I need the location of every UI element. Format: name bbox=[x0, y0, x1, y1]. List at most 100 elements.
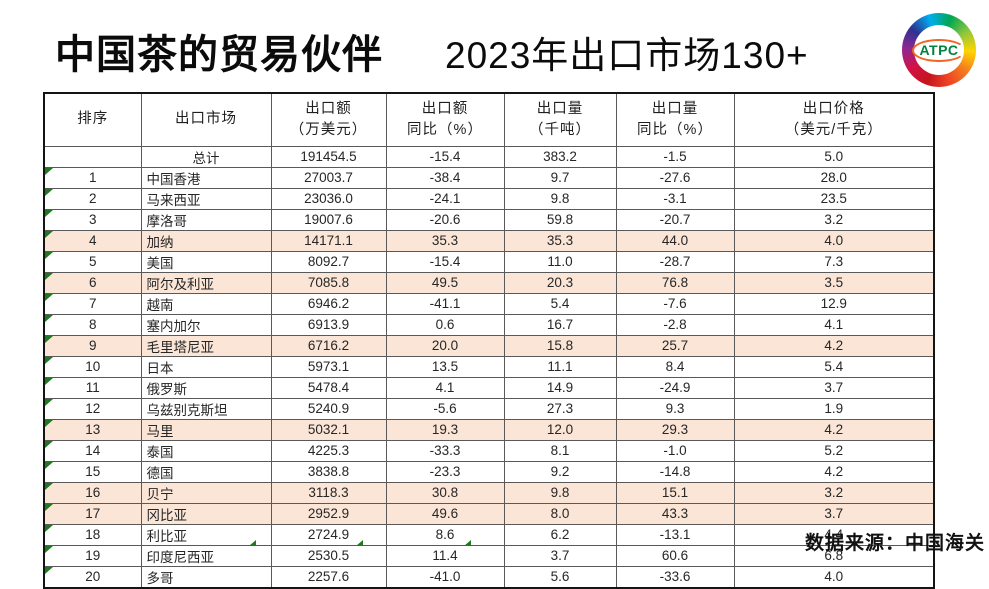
value-cell: 35.3 bbox=[503, 229, 617, 252]
rank-cell: 12 bbox=[43, 397, 142, 420]
rank-cell: 1 bbox=[43, 166, 142, 189]
value-cell: 3838.8 bbox=[270, 460, 387, 483]
value-cell: 13.5 bbox=[385, 355, 505, 378]
total-row: 总计 191454.5 -15.4 383.2 -1.5 5.0 bbox=[43, 145, 935, 168]
value-cell: 5.2 bbox=[733, 439, 935, 462]
value-cell: 4.0 bbox=[733, 565, 935, 588]
market-cell: 乌兹别克斯坦 bbox=[140, 397, 272, 420]
value-cell: 76.8 bbox=[615, 271, 735, 294]
value-cell: 383.2 bbox=[503, 145, 617, 168]
value-cell: 14171.1 bbox=[270, 229, 387, 252]
value-cell: 4.1 bbox=[733, 313, 935, 336]
value-cell: 3118.3 bbox=[270, 481, 387, 504]
col-header-market: 出口市场 bbox=[140, 92, 272, 147]
table-row: 16 贝宁 3118.3 30.8 9.8 15.1 3.2 bbox=[43, 481, 935, 504]
table-row: 14 泰国 4225.3 -33.3 8.1 -1.0 5.2 bbox=[43, 439, 935, 462]
value-cell: 4225.3 bbox=[270, 439, 387, 462]
value-cell: -27.6 bbox=[615, 166, 735, 189]
market-cell: 美国 bbox=[140, 250, 272, 273]
rank-cell: 15 bbox=[43, 460, 142, 483]
table-row: 20 多哥 2257.6 -41.0 5.6 -33.6 4.0 bbox=[43, 565, 935, 588]
rank-cell: 14 bbox=[43, 439, 142, 462]
value-cell: 9.8 bbox=[503, 187, 617, 210]
table-row: 18 利比亚 2724.9 8.6 6.2 -13.1 4.4 bbox=[43, 523, 935, 546]
value-cell: 15.8 bbox=[503, 334, 617, 357]
value-cell: 27003.7 bbox=[270, 166, 387, 189]
value-cell: -38.4 bbox=[385, 166, 505, 189]
rank-cell: 11 bbox=[43, 376, 142, 399]
value-cell: 19007.6 bbox=[270, 208, 387, 231]
rank-cell: 8 bbox=[43, 313, 142, 336]
value-cell: 7.3 bbox=[733, 250, 935, 273]
trade-table: 排序 出口市场 出口额 （万美元） 出口额 同比（%） 出口量 （千吨） 出口量 同比（%） 出口价… bbox=[43, 92, 935, 589]
value-cell: 12.9 bbox=[733, 292, 935, 315]
rank-cell: 5 bbox=[43, 250, 142, 273]
rank-cell: 18 bbox=[43, 523, 142, 546]
data-source-note: 数据来源：中国海关 bbox=[804, 533, 985, 554]
value-cell: -13.1 bbox=[615, 523, 735, 546]
market-cell: 德国 bbox=[140, 460, 272, 483]
rank-cell: 2 bbox=[43, 187, 142, 210]
green-marker-icon bbox=[356, 540, 363, 546]
col-header-rank: 排序 bbox=[43, 92, 142, 147]
title-sub: 2023年出口市场130+ bbox=[445, 35, 809, 76]
value-cell: -5.6 bbox=[385, 397, 505, 420]
value-cell: 4.2 bbox=[733, 418, 935, 441]
col-header-export_value_yoy: 出口额 同比（%） bbox=[385, 92, 505, 147]
table-row: 10 日本 5973.1 13.5 11.1 8.4 5.4 bbox=[43, 355, 935, 378]
value-cell: 5.4 bbox=[503, 292, 617, 315]
value-cell: -24.9 bbox=[615, 376, 735, 399]
value-cell: 49.5 bbox=[385, 271, 505, 294]
table-row: 9 毛里塔尼亚 6716.2 20.0 15.8 25.7 4.2 bbox=[43, 334, 935, 357]
value-cell: -28.7 bbox=[615, 250, 735, 273]
value-cell: -20.6 bbox=[385, 208, 505, 231]
value-cell: 5478.4 bbox=[270, 376, 387, 399]
value-cell: -1.5 bbox=[615, 145, 735, 168]
value-cell: 8.6 bbox=[385, 523, 505, 546]
value-cell: 44.0 bbox=[615, 229, 735, 252]
rank-cell: 6 bbox=[43, 271, 142, 294]
table-row: 17 冈比亚 2952.9 49.6 8.0 43.3 3.7 bbox=[43, 502, 935, 525]
market-cell: 冈比亚 bbox=[140, 502, 272, 525]
col-header-export_volume: 出口量 （千吨） bbox=[503, 92, 617, 147]
value-cell: -7.6 bbox=[615, 292, 735, 315]
value-cell: 3.5 bbox=[733, 271, 935, 294]
value-cell: 59.8 bbox=[503, 208, 617, 231]
market-cell: 马里 bbox=[140, 418, 272, 441]
value-cell: 30.8 bbox=[385, 481, 505, 504]
value-cell: 43.3 bbox=[615, 502, 735, 525]
value-cell: 8.1 bbox=[503, 439, 617, 462]
value-cell: -33.3 bbox=[385, 439, 505, 462]
rank-cell: 7 bbox=[43, 292, 142, 315]
value-cell: 20.0 bbox=[385, 334, 505, 357]
market-cell: 马来西亚 bbox=[140, 187, 272, 210]
value-cell: 6716.2 bbox=[270, 334, 387, 357]
page-title: 中国茶的贸易伙伴 2023年出口市场130+ bbox=[55, 22, 809, 80]
value-cell: 28.0 bbox=[733, 166, 935, 189]
rank-cell: 3 bbox=[43, 208, 142, 231]
table-row: 15 德国 3838.8 -23.3 9.2 -14.8 4.2 bbox=[43, 460, 935, 483]
value-cell: 4.2 bbox=[733, 334, 935, 357]
table-row: 8 塞内加尔 6913.9 0.6 16.7 -2.8 4.1 bbox=[43, 313, 935, 336]
table-body: 总计 191454.5 -15.4 383.2 -1.5 5.0 1 中国香港 27003.7-… bbox=[43, 145, 935, 588]
value-cell: -20.7 bbox=[615, 208, 735, 231]
value-cell: 27.3 bbox=[503, 397, 617, 420]
market-cell: 越南 bbox=[140, 292, 272, 315]
table-row: 5 美国 8092.7 -15.4 11.0 -28.7 7.3 bbox=[43, 250, 935, 273]
rank-cell bbox=[43, 145, 142, 168]
value-cell: -41.1 bbox=[385, 292, 505, 315]
value-cell: 2724.9 bbox=[270, 523, 387, 546]
value-cell: 6913.9 bbox=[270, 313, 387, 336]
value-cell: 5.4 bbox=[733, 355, 935, 378]
value-cell: 0.6 bbox=[385, 313, 505, 336]
value-cell: 1.9 bbox=[733, 397, 935, 420]
value-cell: -41.0 bbox=[385, 565, 505, 588]
value-cell: 35.3 bbox=[385, 229, 505, 252]
value-cell: 23.5 bbox=[733, 187, 935, 210]
atpc-logo: ATPC bbox=[902, 13, 976, 87]
value-cell: 3.7 bbox=[733, 502, 935, 525]
table-row: 4 加纳 14171.1 35.3 35.3 44.0 4.0 bbox=[43, 229, 935, 252]
value-cell: 4.2 bbox=[733, 460, 935, 483]
value-cell: 5240.9 bbox=[270, 397, 387, 420]
value-cell: 9.3 bbox=[615, 397, 735, 420]
